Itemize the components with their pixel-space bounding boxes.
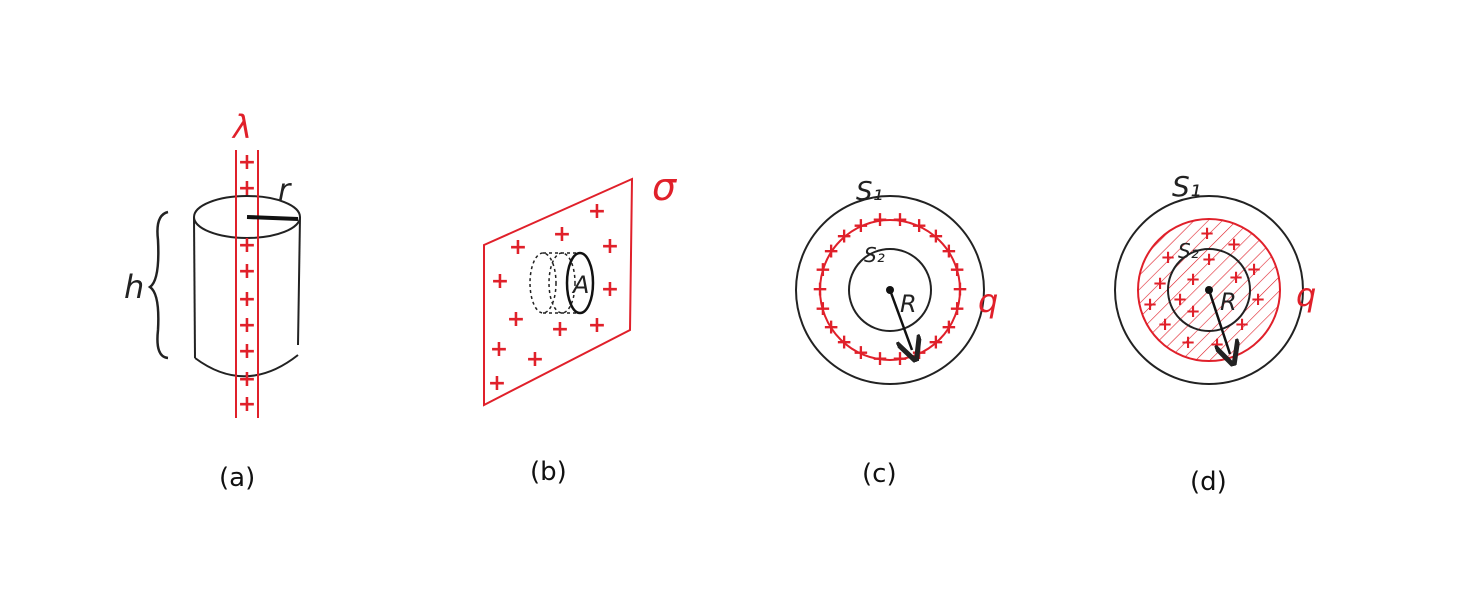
height-brace: [147, 210, 169, 360]
caption-b: (b): [530, 457, 567, 487]
plus-sign: +: [238, 176, 256, 201]
s1-label: S₁: [1172, 170, 1201, 203]
sigma-label: σ: [652, 165, 678, 209]
caption-c: (c): [862, 459, 897, 489]
plus-sign: +: [238, 259, 256, 284]
plus-sign: +: [488, 371, 506, 396]
plus-sign: +: [588, 199, 606, 224]
charge-q-label: q: [978, 282, 998, 320]
plus-sign: +: [238, 287, 256, 312]
inner-surface-s2: [848, 248, 932, 332]
height-h-label: h: [124, 268, 144, 306]
panel-a: +++++++++ λ r h (a): [124, 108, 301, 493]
s1-label: S₁: [856, 177, 883, 207]
plus-sign: +: [892, 207, 909, 231]
plus-sign: +: [491, 269, 509, 294]
panel-b: +++ ++ ++ + ++ ++ A σ (b): [483, 165, 678, 487]
plus-sign: +: [927, 329, 944, 353]
line-charge-plus-signs: +++++++++: [238, 150, 256, 417]
plus-sign: +: [238, 339, 256, 364]
charged-sphere-boundary: [1137, 218, 1281, 362]
plus-sign: +: [1226, 234, 1241, 255]
plus-sign: +: [1246, 259, 1261, 280]
plus-sign: +: [814, 257, 831, 281]
outer-surface-s1: [795, 195, 985, 385]
line-charge: [235, 150, 259, 418]
sheet-plus-signs: +++ ++ ++ + ++ ++: [488, 199, 619, 396]
radius-R-label: R: [1220, 288, 1237, 316]
radius-R-label: R: [900, 290, 917, 318]
panel-d: +++++ ++++++ +++++ S₁ S₂ R q (d): [1114, 170, 1316, 497]
plus-sign: +: [238, 392, 256, 417]
plus-sign: +: [911, 340, 928, 364]
plus-sign: +: [836, 224, 853, 248]
plus-sign: +: [823, 314, 840, 338]
plus-sign: +: [927, 224, 944, 248]
plus-sign: +: [1234, 314, 1249, 335]
gaussian-pillbox: [529, 251, 595, 315]
plus-sign: +: [941, 239, 958, 263]
gaussian-cylinder: [193, 195, 301, 378]
charged-sheet: [483, 177, 634, 407]
plus-sign: +: [1185, 269, 1200, 290]
area-a-label: A: [571, 271, 589, 299]
plus-sign: +: [238, 367, 256, 392]
plus-sign: +: [853, 213, 870, 237]
plus-sign: +: [812, 277, 829, 301]
plus-sign: +: [949, 296, 966, 320]
radius-arrow: [1207, 289, 1230, 354]
plus-sign: +: [1199, 223, 1214, 244]
plus-sign: +: [952, 277, 969, 301]
plus-sign: +: [526, 347, 544, 372]
plus-sign: +: [1185, 301, 1200, 322]
plus-sign: +: [1142, 294, 1157, 315]
plus-sign: +: [823, 239, 840, 263]
caption-d: (d): [1190, 467, 1227, 497]
plus-sign: +: [490, 337, 508, 362]
plus-sign: +: [1209, 334, 1224, 355]
radius-line: [246, 215, 299, 221]
plus-sign: +: [509, 235, 527, 260]
radius-r-label: r: [278, 173, 292, 208]
plus-sign: +: [941, 314, 958, 338]
radius-arrow: [888, 289, 912, 350]
plus-sign: +: [1250, 289, 1265, 310]
plus-sign: +: [1157, 314, 1172, 335]
s2-label: S₂: [1178, 239, 1199, 263]
plus-sign: +: [553, 222, 571, 247]
plus-sign: +: [238, 150, 256, 175]
plus-sign: +: [601, 277, 619, 302]
plus-sign: +: [588, 313, 606, 338]
outer-surface-s1: [1114, 195, 1304, 385]
plus-sign: +: [238, 313, 256, 338]
plus-sign: +: [949, 257, 966, 281]
volume-plus-signs: +++++ ++++++ +++++: [1142, 223, 1265, 355]
plus-sign: +: [853, 340, 870, 364]
plus-sign: +: [507, 307, 525, 332]
inner-surface-s2: [1167, 248, 1251, 332]
plus-sign: +: [1201, 249, 1216, 270]
plus-sign: +: [814, 296, 831, 320]
charge-q-label: q: [1296, 276, 1316, 314]
plus-sign: +: [1172, 289, 1187, 310]
s2-label: S₂: [864, 243, 885, 267]
plus-sign: +: [1228, 267, 1243, 288]
plus-sign: +: [872, 346, 889, 370]
plus-sign: +: [601, 234, 619, 259]
charged-shell: [819, 219, 961, 361]
plus-sign: +: [238, 233, 256, 258]
plus-sign: +: [872, 207, 889, 231]
lambda-label: λ: [231, 108, 252, 146]
plus-sign: +: [1160, 247, 1175, 268]
plus-sign: +: [892, 346, 909, 370]
plus-sign: +: [1152, 273, 1167, 294]
caption-a: (a): [219, 463, 255, 493]
plus-sign: +: [911, 213, 928, 237]
plus-sign: +: [551, 317, 569, 342]
plus-sign: +: [1180, 332, 1195, 353]
panel-c: +++++++++++++++ + + + + +++ S₁ S₂ R q (c): [795, 177, 998, 489]
plus-sign: +: [836, 329, 853, 353]
